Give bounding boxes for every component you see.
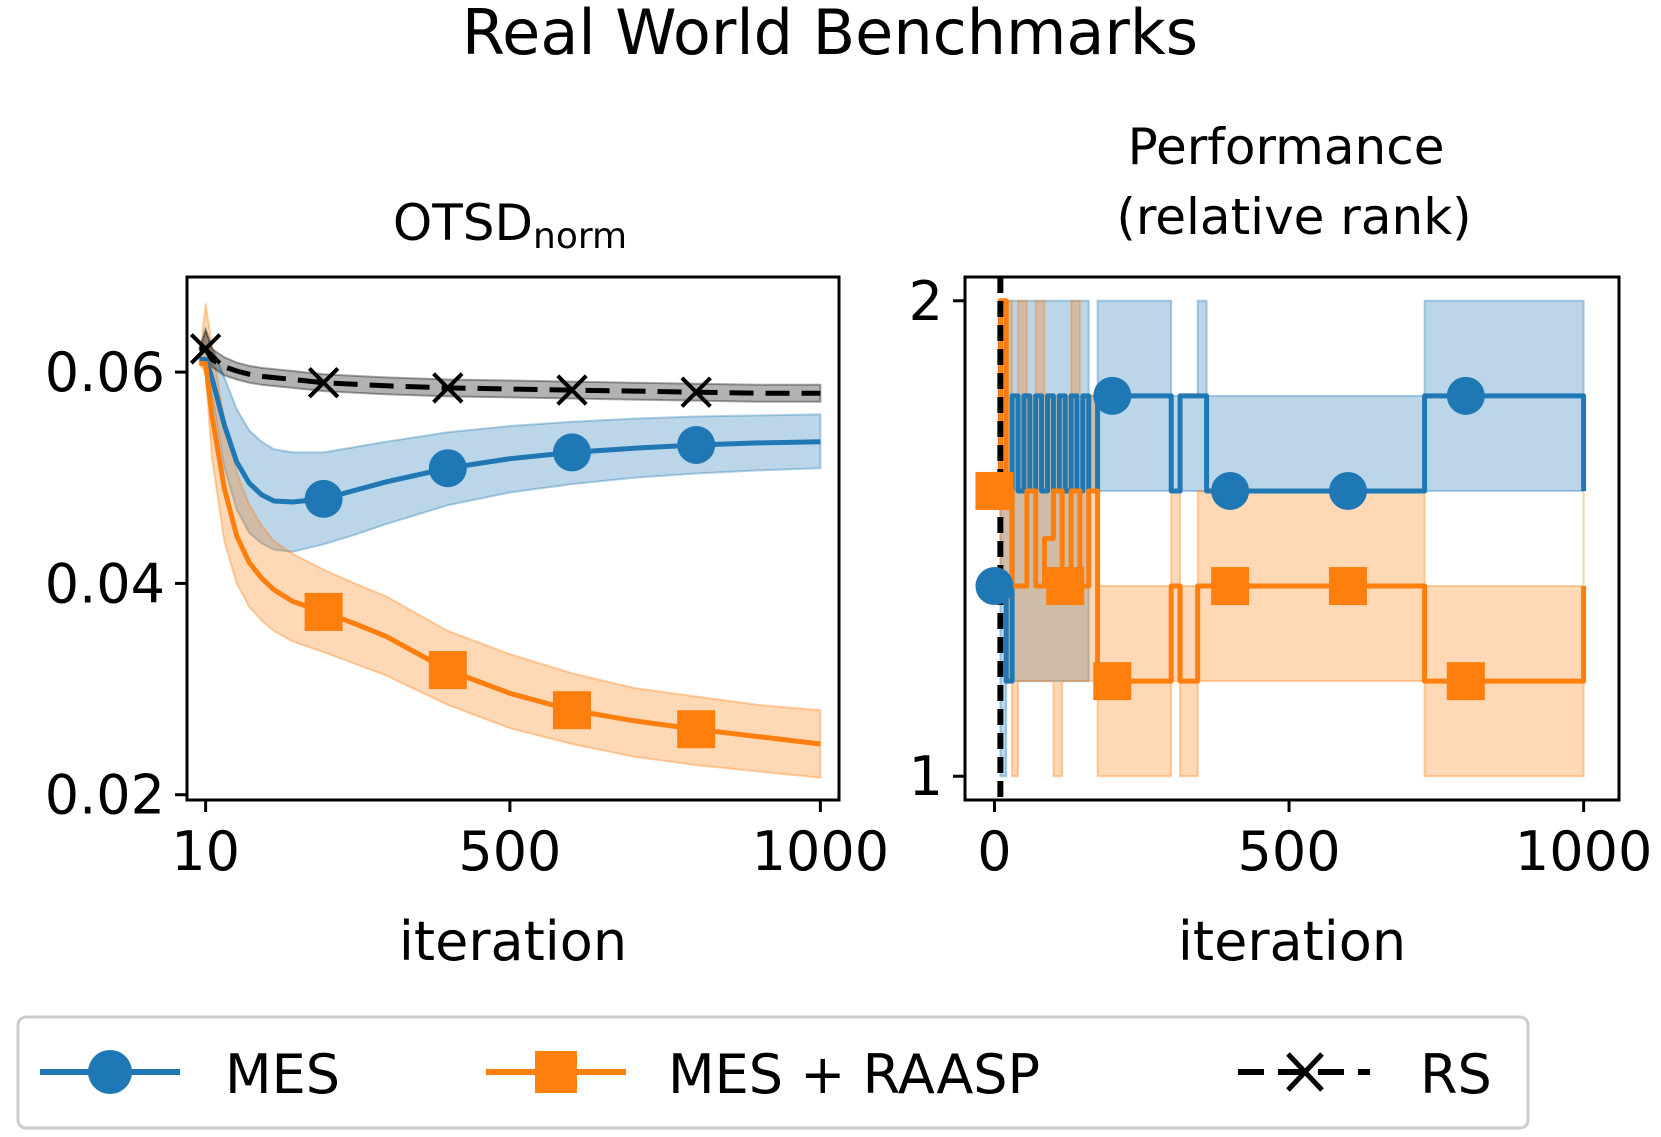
performance-x-ticks: 0 500 1000 (977, 800, 1652, 883)
perf-ytick-label-1: 2 (909, 270, 943, 333)
otsd-title-subscript: norm (533, 216, 627, 257)
legend-entry-mes-raasp: MES + RAASP (486, 1043, 1040, 1106)
legend-mes-raasp-label: MES + RAASP (668, 1043, 1040, 1106)
otsd-band-rs (198, 326, 822, 403)
legend: MES MES + RAASP RS (16, 1015, 1530, 1130)
otsd-title-main: OTSD (393, 194, 533, 252)
legend-rs-label: RS (1420, 1043, 1492, 1106)
perf-marker-mes-raasp-0 (975, 471, 1014, 510)
perf-marker-mes-2 (1211, 471, 1250, 510)
perf-xtick-label-2: 1000 (1515, 820, 1652, 883)
legend-entry-mes: MES (40, 1043, 340, 1106)
perf-band-mes (994, 299, 1585, 778)
otsd-x-ticks: 10 500 1000 (171, 800, 889, 883)
performance-panel: Performance (relative rank) 0 500 1000 12 … (909, 118, 1653, 973)
otsd-marker-mes-2 (552, 433, 591, 472)
perf-marker-mes-1 (1093, 376, 1132, 415)
otsd-xtick-label-1: 500 (458, 820, 561, 883)
otsd-markers (189, 333, 716, 749)
otsd-marker-mes-3 (677, 425, 716, 464)
otsd-xtick-label-2: 1000 (752, 820, 889, 883)
perf-band-mes-raasp (994, 299, 1585, 778)
otsd-marker-rs-0 (189, 333, 222, 365)
perf-xtick-label-1: 500 (1238, 820, 1341, 883)
performance-y-ticks: 12 (909, 270, 965, 808)
otsd-title: OTSDnorm (393, 194, 627, 257)
performance-bands (994, 299, 1585, 778)
performance-title: Performance (relative rank) (1116, 118, 1471, 246)
performance-axes-frame (963, 275, 1621, 802)
legend-mes-raasp-marker (535, 1051, 577, 1093)
figure-title: Real World Benchmarks (462, 0, 1198, 69)
perf-ytick-label-0: 1 (909, 745, 943, 808)
perf-marker-mes-raasp-5 (1446, 662, 1485, 701)
perf-marker-mes-raasp-4 (1328, 567, 1367, 606)
otsd-bands (198, 303, 822, 779)
otsd-panel: OTSDnorm 10 500 1000 0.02 0.04 0.06 iteratio… (45, 194, 889, 973)
otsd-marker-mes-raasp-2 (552, 691, 591, 730)
legend-mes-marker (88, 1050, 132, 1094)
perf-marker-mes-0 (975, 567, 1014, 606)
perf-marker-mes-raasp-1 (1046, 567, 1085, 606)
otsd-xtick-label-0: 10 (171, 820, 240, 883)
legend-mes-label: MES (225, 1043, 340, 1106)
otsd-axes-frame (185, 275, 841, 802)
performance-markers (975, 376, 1485, 701)
otsd-marker-mes-raasp-1 (428, 651, 467, 690)
otsd-y-ticks: 0.02 0.04 0.06 (45, 341, 187, 827)
perf-marker-mes-4 (1446, 376, 1485, 415)
otsd-ytick-label-0: 0.02 (45, 764, 165, 827)
otsd-marker-rs-3 (556, 374, 588, 406)
performance-title-line-2: (relative rank) (1116, 188, 1471, 246)
otsd-marker-rs-1 (307, 366, 340, 399)
otsd-ytick-label-1: 0.04 (45, 552, 165, 615)
otsd-xlabel: iteration (399, 910, 627, 973)
otsd-marker-mes-1 (428, 449, 467, 488)
legend-frame (16, 1015, 1530, 1130)
otsd-marker-mes-raasp-0 (304, 592, 343, 631)
perf-line-mes (994, 393, 1587, 684)
performance-title-line-1: Performance (1128, 118, 1445, 176)
legend-rs-marker (1286, 1052, 1324, 1092)
legend-entry-rs: RS (1238, 1043, 1492, 1106)
otsd-ytick-label-2: 0.06 (45, 341, 165, 404)
perf-marker-mes-raasp-2 (1093, 662, 1132, 701)
otsd-marker-mes-0 (304, 479, 343, 518)
perf-xtick-label-0: 0 (977, 820, 1011, 883)
otsd-marker-mes-raasp-3 (677, 710, 716, 749)
otsd-marker-rs-2 (432, 372, 464, 404)
performance-xlabel: iteration (1178, 910, 1406, 973)
otsd-marker-rs-4 (680, 376, 712, 408)
otsd-band-mes (198, 326, 822, 553)
perf-marker-mes-raasp-3 (1211, 567, 1250, 606)
perf-marker-mes-3 (1328, 471, 1367, 510)
